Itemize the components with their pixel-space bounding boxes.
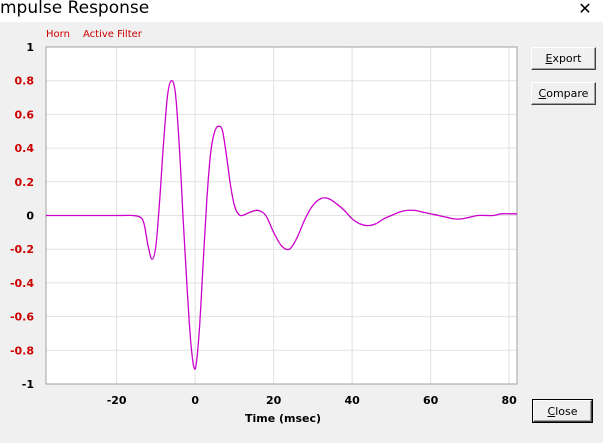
accelerator-key: C <box>538 87 547 100</box>
close-button[interactable]: Close <box>532 399 593 423</box>
legend-item-active-filter: Active Filter <box>83 29 142 40</box>
compare-button-label: Compare <box>538 87 589 100</box>
compare-button[interactable]: Compare <box>531 82 596 105</box>
y-tick-label: 0.4 <box>15 142 35 155</box>
y-tick-label: -0.4 <box>10 277 34 290</box>
x-tick-label: -20 <box>107 394 127 407</box>
x-tick-label: 60 <box>423 394 439 407</box>
y-tick-label: 0 <box>26 210 34 223</box>
series-line-0 <box>46 80 517 370</box>
x-tick-label: 20 <box>266 394 282 407</box>
accelerator-key: C <box>547 404 556 418</box>
y-tick-label: 0.2 <box>15 176 35 189</box>
x-tick-label: 80 <box>501 394 517 407</box>
y-tick-label: -0.2 <box>10 243 34 256</box>
x-tick-label: 0 <box>191 394 199 407</box>
legend-item-horn: Horn <box>46 29 70 40</box>
accelerator-key: E <box>545 52 553 65</box>
y-tick-label: -0.8 <box>10 344 34 357</box>
x-axis-label: Time (msec) <box>245 412 321 425</box>
title-bar: mpulse Response ✕ <box>0 0 603 22</box>
export-button[interactable]: Export <box>531 47 596 70</box>
y-tick-label: 0.6 <box>15 108 35 121</box>
x-tick-label: 40 <box>344 394 360 407</box>
y-tick-label: -0.6 <box>10 311 34 324</box>
close-window-icon[interactable]: ✕ <box>578 0 592 18</box>
y-tick-label: 1 <box>26 41 34 54</box>
y-tick-label: -1 <box>22 378 34 391</box>
close-button-label: Close <box>547 404 578 418</box>
window-title: mpulse Response <box>0 0 150 18</box>
export-button-label: Export <box>545 52 582 65</box>
y-tick-label: 0.8 <box>15 75 35 88</box>
